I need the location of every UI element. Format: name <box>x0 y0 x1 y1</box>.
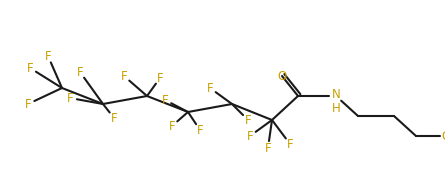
Text: OH: OH <box>441 130 445 143</box>
Text: O: O <box>277 69 287 82</box>
Text: F: F <box>245 114 251 127</box>
Text: F: F <box>265 142 271 155</box>
Text: F: F <box>287 137 293 151</box>
Text: F: F <box>121 69 127 82</box>
Text: F: F <box>27 62 33 75</box>
Text: F: F <box>197 124 203 137</box>
Text: F: F <box>67 91 73 104</box>
Text: F: F <box>77 66 83 78</box>
Text: F: F <box>44 49 51 62</box>
Text: F: F <box>24 98 31 111</box>
Text: F: F <box>162 93 168 106</box>
Text: F: F <box>157 72 163 85</box>
Text: F: F <box>169 119 175 132</box>
Text: F: F <box>206 82 213 95</box>
Text: F: F <box>247 130 253 143</box>
Text: N: N <box>332 88 340 101</box>
Text: F: F <box>111 111 117 124</box>
Text: H: H <box>332 101 340 114</box>
